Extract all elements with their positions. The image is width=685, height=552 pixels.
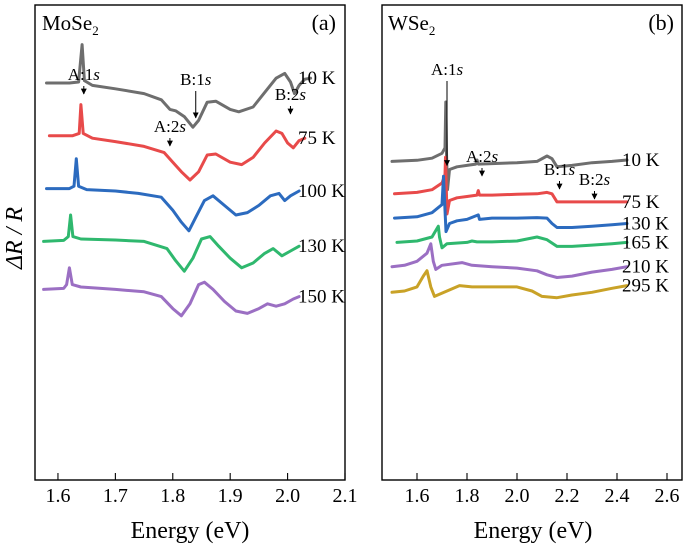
x-axis-label-a: Energy (eV) xyxy=(131,518,250,544)
temperature-label: 150 K xyxy=(298,287,345,308)
x-tick-label: 2.2 xyxy=(555,485,580,507)
temperature-label: 75 K xyxy=(622,192,660,213)
peak-annotation-label: A:1s xyxy=(68,65,101,84)
x-axis-label-b: Energy (eV) xyxy=(474,518,593,544)
panel-label-b: (b) xyxy=(648,10,674,35)
temperature-label: 130 K xyxy=(298,236,345,257)
panel-a: MoSe2 (a) 1.6 1.7 1.8 1.9 2.0 2.1 10 K 75 K 100… xyxy=(34,4,358,507)
annotations-b: A:1s A:2s B:1sB:2s xyxy=(431,60,611,200)
peak-annotation-label: A:1s xyxy=(431,60,464,79)
peak-annotation-label: B:1s xyxy=(180,70,212,89)
x-tick-label: 2.6 xyxy=(655,485,680,507)
panel-b: WSe2 (b) 1.6 1.8 2.0 2.2 2.4 2.6 10 K 75 K130 … xyxy=(381,4,683,507)
temperature-label: 100 K xyxy=(298,181,345,202)
series-line-210-k xyxy=(390,242,629,279)
x-tick-label: 2.0 xyxy=(275,485,300,507)
temperature-label: 165 K xyxy=(622,232,669,253)
peak-annotation-label: B:1s xyxy=(544,160,576,179)
series-line-10-k xyxy=(390,100,629,192)
x-tick-label: 1.8 xyxy=(455,485,480,507)
x-tick-label: 2.4 xyxy=(605,485,630,507)
x-tick-label: 1.9 xyxy=(218,485,243,507)
y-axis-label: ΔR / R xyxy=(2,207,28,270)
temperature-label: 10 K xyxy=(622,150,660,171)
series-line-75-k xyxy=(47,103,307,182)
x-tick-label: 1.7 xyxy=(103,485,128,507)
series-line-295-k xyxy=(390,269,629,300)
temperature-labels-a: 10 K 75 K 100 K 130 K 150 K xyxy=(298,68,345,307)
x-tick-label: 1.6 xyxy=(45,485,70,507)
x-tick-label: 1.8 xyxy=(160,485,185,507)
curves-a xyxy=(42,43,313,318)
series-line-150-k xyxy=(42,266,301,318)
series-line-130-k xyxy=(42,213,301,273)
panel-label-a: (a) xyxy=(312,10,336,35)
x-tick-label: 2.0 xyxy=(505,485,530,507)
series-line-130-k xyxy=(393,174,629,234)
peak-annotation-label: B:2s xyxy=(275,85,307,104)
curves-b xyxy=(390,100,629,300)
series-line-165-k xyxy=(395,224,629,250)
series-line-10-k xyxy=(45,43,313,129)
temperature-label: 295 K xyxy=(622,276,669,297)
temperature-label: 130 K xyxy=(622,214,669,235)
plot-frame-a xyxy=(34,4,346,481)
peak-annotation-label: B:2s xyxy=(579,170,611,189)
peak-annotation-label: A:2s xyxy=(466,147,499,166)
x-tick-label: 2.1 xyxy=(333,485,358,507)
peak-annotation-label: A:2s xyxy=(154,117,187,136)
material-label-a: MoSe2 xyxy=(42,11,99,38)
temperature-label: 10 K xyxy=(298,68,336,89)
material-label-b: WSe2 xyxy=(388,11,435,38)
x-tick-label: 1.6 xyxy=(405,485,430,507)
temperature-label: 75 K xyxy=(298,128,336,149)
annotations-a: A:1s A:2s B:1s B:2s xyxy=(68,65,307,147)
x-ticks-b: 1.6 1.8 2.0 2.2 2.4 2.6 xyxy=(405,473,680,507)
series-line-100-k xyxy=(45,157,301,233)
temperature-label: 210 K xyxy=(622,257,669,278)
x-ticks-a: 1.6 1.7 1.8 1.9 2.0 2.1 xyxy=(45,473,358,507)
plot-frame-b xyxy=(381,4,683,481)
